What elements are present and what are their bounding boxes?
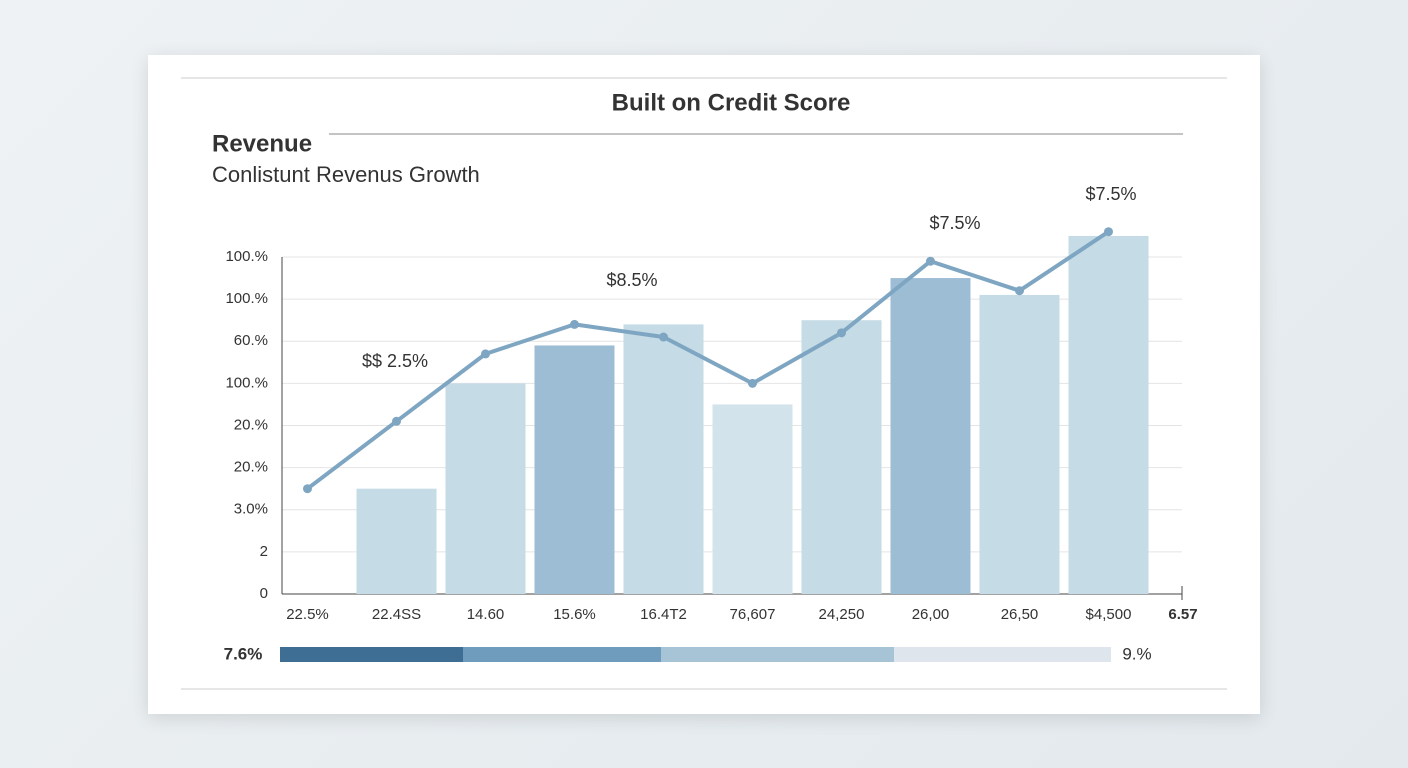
bar	[712, 404, 793, 594]
progress-segment	[894, 647, 1111, 662]
annotation: $$ 2.5%	[362, 351, 428, 371]
line-point	[570, 319, 579, 329]
bar	[890, 278, 971, 594]
y-tick-label: 3.0%	[234, 501, 268, 518]
y-tick-label: 20.%	[234, 459, 268, 476]
y-tick-label: 60.%	[234, 332, 268, 349]
y-tick-label: 2	[260, 543, 268, 560]
x-tick-label: 22.5%	[286, 606, 329, 623]
x-tick-label: 14.60	[467, 606, 505, 623]
bar	[1068, 235, 1149, 594]
x-tick-label: 15.6%	[553, 606, 596, 623]
annotation: $7.5%	[929, 213, 980, 233]
progress-segment	[661, 647, 894, 662]
line-point	[303, 484, 312, 494]
x-tick-label: 24,250	[819, 606, 865, 623]
bar	[623, 324, 704, 594]
bar	[445, 383, 526, 594]
line	[306, 230, 1110, 491]
y-tick-label: 100.%	[225, 248, 268, 265]
x-tick-label: 26,00	[912, 606, 950, 623]
bar	[979, 294, 1060, 594]
y-tick-label: 100.%	[225, 374, 268, 391]
line-point	[481, 349, 490, 359]
x-tick-label: 26,50	[1001, 606, 1039, 623]
x-tick-label: $4,500	[1086, 606, 1132, 623]
progress-segment	[280, 647, 463, 662]
line-point	[659, 332, 668, 342]
x-tick-label: 16.4T2	[640, 606, 687, 623]
line-point	[837, 328, 846, 338]
bar	[356, 488, 437, 594]
bar	[534, 345, 615, 594]
annotation: $7.5%	[1085, 184, 1136, 204]
subtitle: Conlistunt Revenus Growth	[212, 162, 480, 187]
y-tick-label: 0	[260, 585, 268, 602]
annotation: $8.5%	[606, 270, 657, 290]
line-point	[926, 256, 935, 266]
line-point	[748, 378, 757, 388]
x-tick-label: 76,607	[730, 606, 776, 623]
progress-segment	[463, 647, 661, 662]
bar	[801, 320, 882, 594]
x-tick-label: 22.4SS	[372, 606, 421, 623]
line-point	[392, 416, 401, 426]
footer-right: 9.%	[1122, 644, 1151, 663]
chart-title: Built on Credit Score	[612, 89, 851, 116]
y-tick-label: 20.%	[234, 416, 268, 433]
heading: Revenue	[212, 130, 312, 157]
x-end-label: 6.57	[1168, 606, 1197, 623]
y-tick-label: 100.%	[225, 290, 268, 307]
line-point	[1015, 286, 1024, 296]
footer-left: 7.6%	[224, 644, 263, 663]
line-point	[1104, 227, 1113, 237]
